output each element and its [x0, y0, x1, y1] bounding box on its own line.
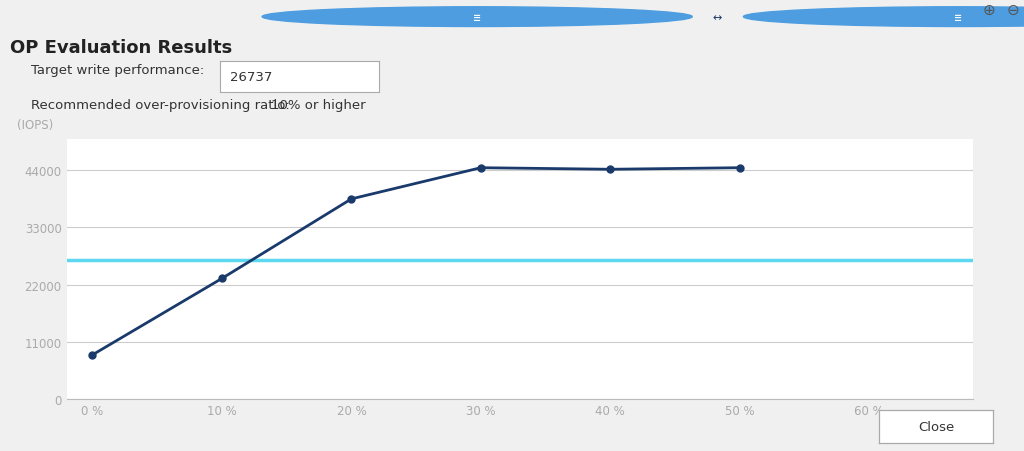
Legend: OP ratio: OP ratio [877, 420, 967, 442]
Text: ↔: ↔ [712, 13, 722, 23]
Text: Target write performance:: Target write performance: [31, 64, 204, 77]
Circle shape [262, 8, 692, 28]
Circle shape [743, 8, 1024, 28]
Text: ≡: ≡ [954, 13, 963, 23]
Text: Recommended over-provisioning ratio:: Recommended over-provisioning ratio: [31, 98, 290, 111]
Text: 10% or higher: 10% or higher [270, 98, 366, 111]
Text: ≡: ≡ [473, 13, 481, 23]
Text: OP Evaluation Results: OP Evaluation Results [10, 39, 232, 57]
Text: 26737: 26737 [229, 71, 272, 83]
Text: Close: Close [918, 420, 954, 433]
Text: ⊖: ⊖ [1007, 3, 1019, 18]
Text: IOPS: IOPS [270, 64, 301, 77]
Text: ⊕: ⊕ [983, 3, 995, 18]
Text: (IOPS): (IOPS) [16, 119, 53, 132]
